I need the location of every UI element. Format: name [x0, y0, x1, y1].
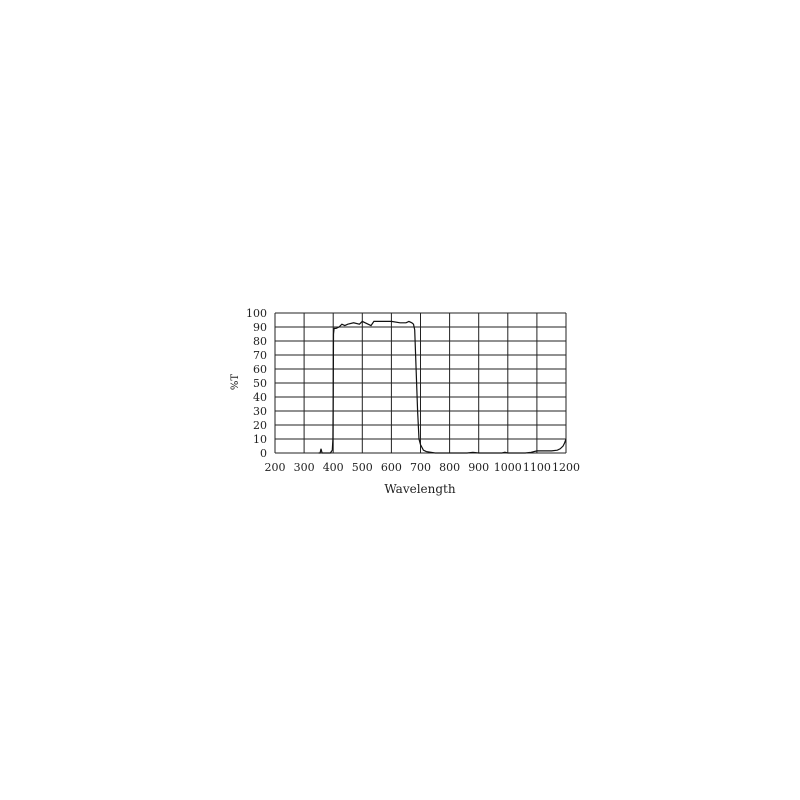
y-tick-label: 100: [246, 307, 267, 320]
y-tick-label: 10: [253, 433, 267, 446]
x-tick-label: 1100: [523, 461, 551, 474]
tick-labels: 200 300 400 500 600 700 800 900 1000 1100 1200 0102…: [246, 307, 580, 474]
y-tick-label: 0: [260, 447, 267, 460]
y-tick-label: 30: [253, 405, 267, 418]
y-tick-label: 70: [253, 349, 267, 362]
x-tick-label: 300: [294, 461, 315, 474]
x-tick-label: 800: [439, 461, 460, 474]
y-tick-label: 50: [253, 377, 267, 390]
x-axis-label: Wavelength: [384, 482, 455, 496]
y-tick-label: 60: [253, 363, 267, 376]
y-tick-label: 40: [253, 391, 267, 404]
y-tick-label: 80: [253, 335, 267, 348]
x-tick-label: 700: [410, 461, 431, 474]
x-tick-label: 400: [323, 461, 344, 474]
grid: [274, 312, 567, 454]
x-tick-label: 900: [468, 461, 489, 474]
x-tick-label: 500: [352, 461, 373, 474]
y-axis-label: %T: [230, 374, 241, 391]
x-tick-label: 1000: [494, 461, 522, 474]
x-tick-label: 200: [265, 461, 286, 474]
y-tick-label: 90: [253, 321, 267, 334]
x-tick-label: 1200: [552, 461, 580, 474]
x-tick-label: 600: [381, 461, 402, 474]
y-tick-label: 20: [253, 419, 267, 432]
transmission-line: [318, 320, 567, 454]
